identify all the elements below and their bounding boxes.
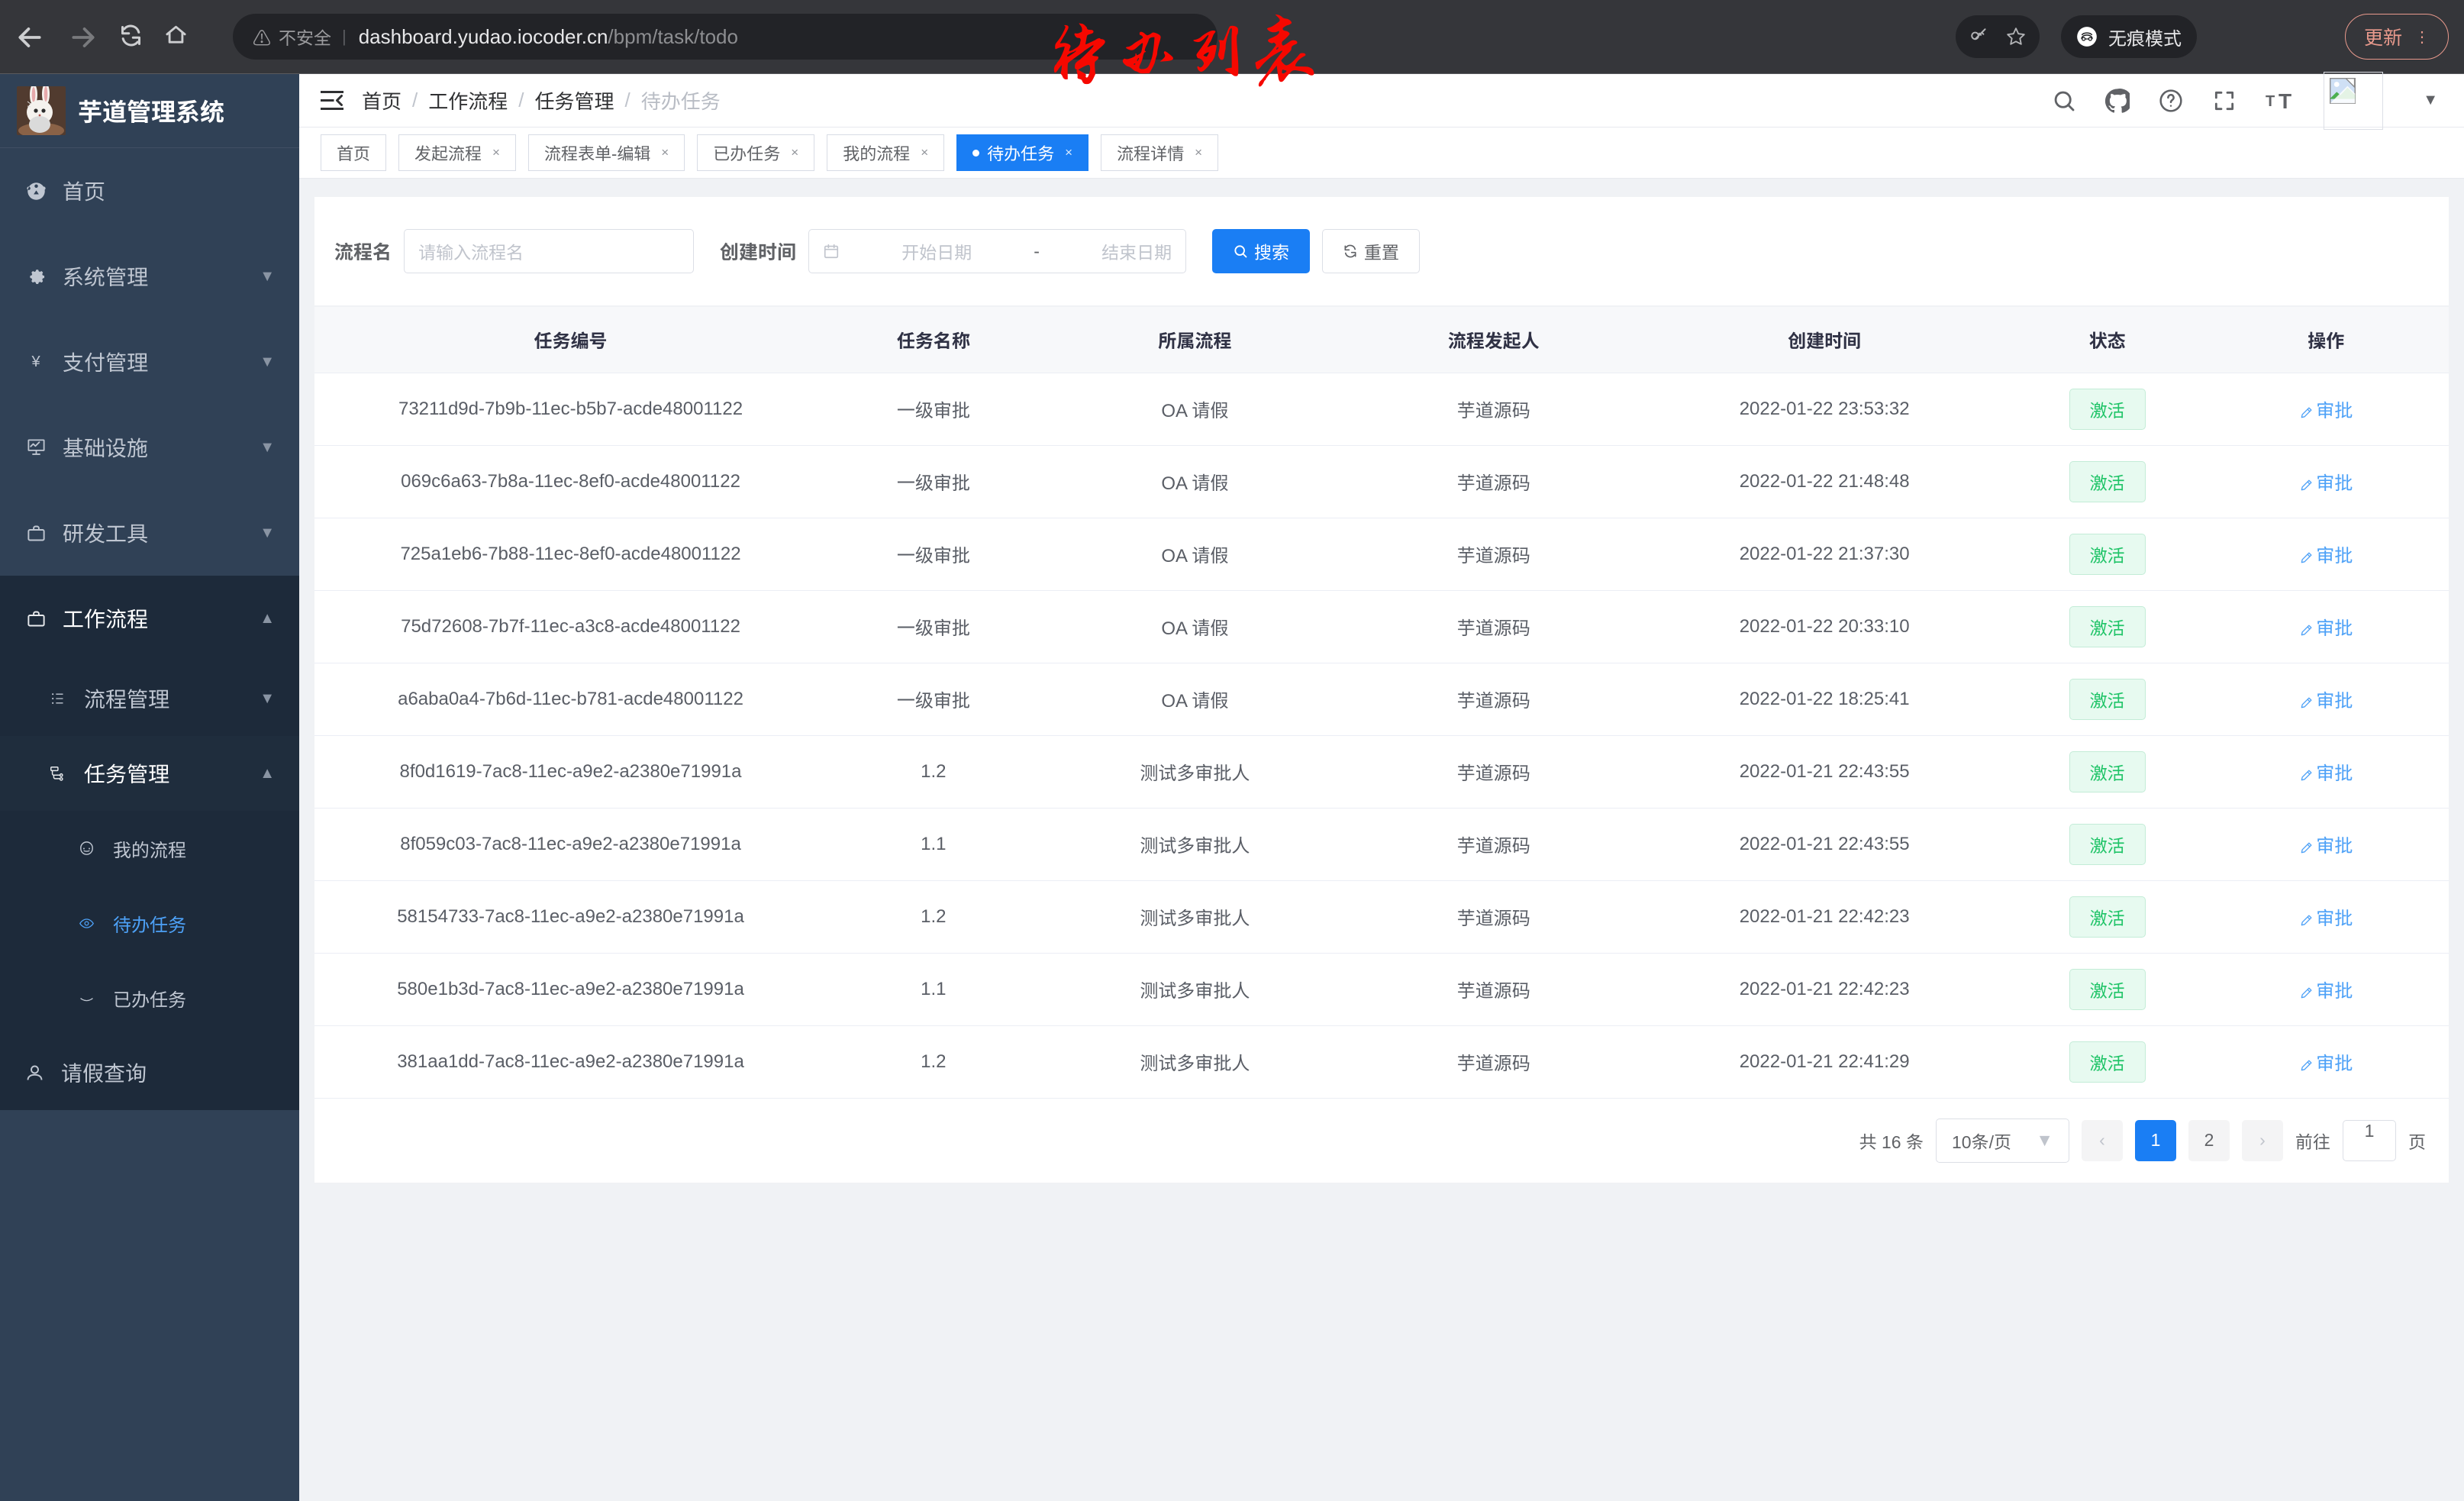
svg-text:T: T bbox=[2279, 89, 2291, 112]
svg-text:T: T bbox=[2266, 93, 2275, 110]
